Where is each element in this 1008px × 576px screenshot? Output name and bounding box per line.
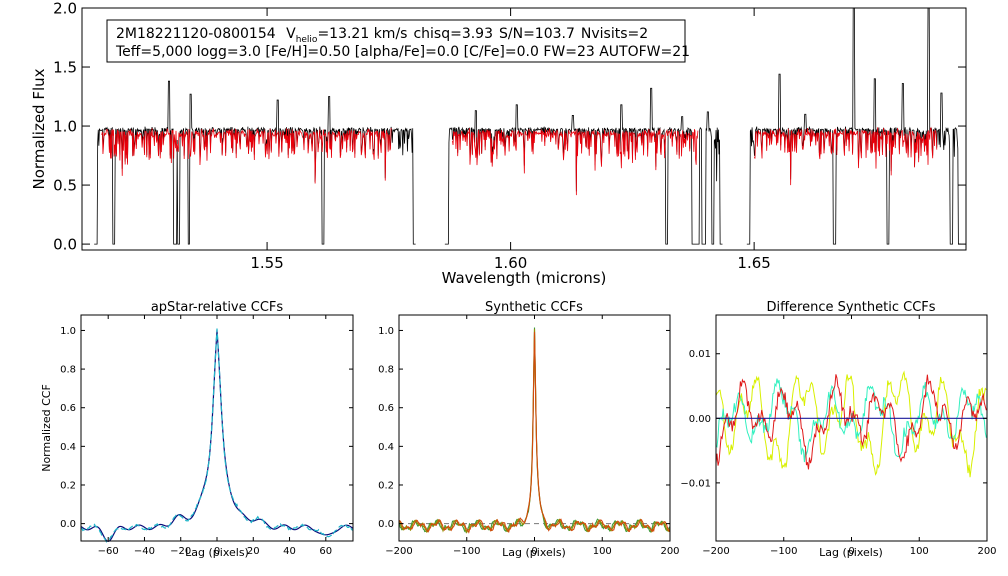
vhelio-value: =13.21 km/s [317,26,407,42]
x-tick-label: 0 [848,546,854,557]
apstar-ccf-line [80,328,354,543]
x-tick-label: 0 [531,546,537,557]
star-id: 2M18221120-0800154 [116,26,276,42]
info-box [106,19,686,63]
vhelio-prefix: V [286,26,296,42]
y-tick-label: 0.4 [60,442,76,453]
difference-ccf-data [715,370,987,478]
difference-ccf-line [715,370,987,478]
x-tick-label: 0 [214,546,220,557]
spectrum-panel: 1.55 1.60 1.65 0.0 0.5 1.0 1.5 2.0 Wavelength (… [30,0,967,287]
spectrum-ylabel: Normalized Flux [30,68,48,189]
info-line-1: 2M18221120-0800154 Vhelio=13.21 km/s chis… [116,26,648,45]
info-line-2: Teff=5,000 logg=3.0 [Fe/H]=0.50 [alpha/F… [115,44,690,60]
y-tick-label: 1.0 [378,326,394,337]
x-tick-label: 40 [283,546,296,557]
x-tick-label: −200 [702,546,729,557]
chisq: chisq=3.93 [413,26,493,42]
x-tick-label: 200 [977,546,996,557]
x-tick-label: 60 [319,546,332,557]
spectrum-xlabel: Wavelength (microns) [442,269,607,287]
y-tick-label: 1.0 [53,117,77,135]
y-tick-label: 2.0 [53,0,77,17]
x-tick-label: 1.60 [494,254,527,272]
spectrum-model-line [101,127,392,184]
y-tick-label: 0.8 [378,365,394,376]
difference-ccf-title: Difference Synthetic CCFs [766,300,935,315]
x-tick-label: −20 [170,546,191,557]
synthetic-ccf-line [398,331,671,534]
y-tick-label: 1.0 [60,326,76,337]
y-tick-label: 0.0 [378,519,394,530]
apstar-ccf-ticks: −60 −40 −20 0 20 40 60 0.0 0.2 0.4 0.6 0.8 1.0 [60,315,353,557]
synthetic-ccf-ticks: −200 −100 0 100 200 0.0 0.2 0.4 0.6 0.8 1.0 [378,315,680,557]
difference-ccf-line [715,374,987,470]
apstar-ccf-xlabel: Lag (pixels) [185,546,249,559]
y-tick-label: 0.6 [60,403,76,414]
spectrum-axes-frame [81,7,967,251]
difference-ccf-panel: Difference Synthetic CCFs −200 −100 0 100 20… [680,300,996,559]
snr: S/N=103.7 [499,26,575,42]
y-tick-label: 0.2 [378,480,394,491]
x-tick-label: 1.55 [250,254,283,272]
x-tick-label: −40 [134,546,155,557]
x-tick-label: 100 [910,546,929,557]
apstar-ccf-ylabel: Normalized CCF [40,384,53,472]
x-tick-label: −100 [770,546,797,557]
x-tick-label: 20 [247,546,260,557]
x-tick-label: −100 [453,546,480,557]
spectrum-model-line [452,128,699,196]
synthetic-ccf-panel: Synthetic CCFs −200 −100 0 100 200 0.0 0.2 0.4 0… [378,300,679,559]
y-tick-label: 0.8 [60,365,76,376]
y-tick-label: 0.5 [53,176,77,194]
y-tick-label: 0.0 [60,519,76,530]
x-tick-label: 200 [660,546,679,557]
y-tick-label: −0.01 [680,478,711,489]
y-tick-label: 0.01 [689,349,711,360]
apstar-ccf-data [80,328,354,543]
x-tick-label: 1.65 [737,254,770,272]
y-tick-label: 0.6 [378,403,394,414]
y-tick-label: 0.0 [53,235,77,253]
apstar-ccf-title: apStar-relative CCFs [151,300,284,315]
synthetic-ccf-title: Synthetic CCFs [485,300,583,315]
synthetic-ccf-data [398,327,671,534]
x-tick-label: −60 [98,546,119,557]
x-tick-label: −200 [385,546,412,557]
y-tick-label: 0.00 [689,414,711,425]
synthetic-ccf-xlabel: Lag (pixels) [502,546,566,559]
spectrum-ticks: 1.55 1.60 1.65 0.0 0.5 1.0 1.5 2.0 [53,0,966,272]
x-tick-label: 100 [593,546,612,557]
y-tick-label: 0.4 [378,442,394,453]
y-tick-label: 1.5 [53,58,77,76]
apstar-ccf-panel: apStar-relative CCFs −60 −40 −20 0 20 40 60 0.0… [40,300,354,559]
nvisits: Nvisits=2 [581,26,648,42]
difference-ccf-xlabel: Lag (pixels) [819,546,883,559]
vhelio-subscript: helio [296,35,318,45]
spectrum-model-line [754,126,938,186]
y-tick-label: 0.2 [60,480,76,491]
difference-ccf-ticks: −200 −100 0 100 200 −0.01 0.00 0.01 [680,315,997,557]
